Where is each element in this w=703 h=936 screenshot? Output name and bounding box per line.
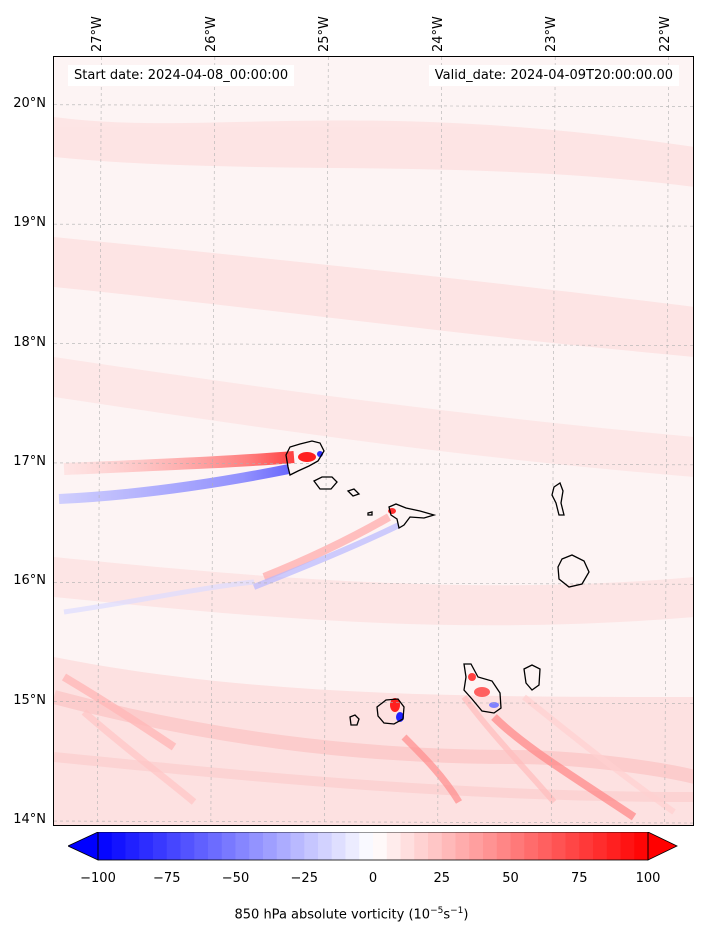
colorbar-cell xyxy=(359,832,374,860)
latitude-tick: 17°N xyxy=(13,453,46,469)
latitude-tick: 15°N xyxy=(13,692,46,708)
latitude-tick: 16°N xyxy=(13,573,46,589)
colorbar-cell xyxy=(304,832,319,860)
colorbar xyxy=(68,832,678,861)
colorbar-cell xyxy=(345,832,360,860)
background-bands xyxy=(54,117,693,825)
meridian-line xyxy=(550,57,556,825)
colorbar-cell xyxy=(111,832,126,860)
colorbar-cell xyxy=(441,832,456,860)
colorbar-cell xyxy=(194,832,209,860)
longitude-tick: 24°W xyxy=(430,16,446,52)
colorbar-cell xyxy=(263,832,278,860)
vorticity-field xyxy=(54,57,693,825)
island-santo-antao xyxy=(285,440,325,476)
colorbar-cell xyxy=(483,832,498,860)
colorbar-cell xyxy=(290,832,305,860)
parallel-line xyxy=(54,581,693,585)
colorbar-cell xyxy=(235,832,250,860)
colorbar-cell xyxy=(276,832,291,860)
parallel-line xyxy=(54,343,693,346)
colorbar-tick: −50 xyxy=(221,871,250,886)
colorbar-label: 850 hPa absolute vorticity (10−5s−1) xyxy=(234,906,469,923)
parallel-line xyxy=(54,104,693,108)
parallel-line xyxy=(54,462,693,466)
colorbar-cell xyxy=(593,832,608,860)
valid-date-label: Valid_date: 2024-04-09T20:00:00.00 xyxy=(428,65,679,86)
colorbar-cell xyxy=(510,832,525,860)
colorbar-cell xyxy=(606,832,621,860)
colorbar-tick: −100 xyxy=(80,871,116,886)
island-maio xyxy=(523,664,541,691)
colorbar-tick: −75 xyxy=(153,871,181,886)
longitude-tick: 27°W xyxy=(90,16,106,52)
colorbar-tick: −25 xyxy=(290,871,318,886)
meridian-line xyxy=(437,57,443,825)
start-date-label: Start date: 2024-04-08_00:00:00 xyxy=(68,65,295,86)
island-fogo xyxy=(376,698,405,725)
colorbar-cell xyxy=(208,832,223,860)
colorbar-cell xyxy=(428,832,443,860)
meridian-line xyxy=(323,57,329,825)
island-santiago xyxy=(463,663,502,714)
colorbar-cell xyxy=(221,832,236,860)
meridian-line xyxy=(97,57,102,825)
island-raso xyxy=(367,511,373,516)
gridlines xyxy=(54,57,693,825)
colorbar-cell xyxy=(579,832,594,860)
colorbar-cell xyxy=(551,832,566,860)
map-panel: Start date: 2024-04-08_00:00:00 Valid_da… xyxy=(53,56,694,826)
island-boa-vista xyxy=(557,554,590,588)
colorbar-cell xyxy=(373,832,388,860)
colorbar-cell xyxy=(180,832,195,860)
colorbar-tick: 100 xyxy=(635,871,661,886)
colorbar-cell xyxy=(400,832,415,860)
colorbar-cell xyxy=(414,832,429,860)
latitude-tick: 14°N xyxy=(13,812,46,828)
colorbar-cell xyxy=(98,832,113,860)
colorbar-cell xyxy=(634,832,649,860)
colorbar-cell xyxy=(318,832,333,860)
island-outlines xyxy=(285,440,590,726)
longitude-tick: 25°W xyxy=(317,16,333,52)
colorbar-cell xyxy=(565,832,580,860)
colorbar-cell xyxy=(249,832,264,860)
colorbar-cell xyxy=(496,832,511,860)
colorbar-cell xyxy=(524,832,539,860)
longitude-tick: 22°W xyxy=(657,16,673,52)
vorticity-streaks xyxy=(58,451,676,821)
colorbar-tick: 25 xyxy=(433,871,451,886)
colorbar-cell xyxy=(620,832,635,860)
island-sao-vicente xyxy=(313,476,338,490)
colorbar-cell xyxy=(538,832,553,860)
colorbar-cell xyxy=(166,832,181,860)
colorbar-max-arrow xyxy=(647,832,678,861)
colorbar-tick: 75 xyxy=(570,871,588,886)
colorbar-tick: 0 xyxy=(368,871,378,886)
latitude-tick: 20°N xyxy=(13,95,46,111)
island-brava xyxy=(349,714,360,726)
island-santa-luzia xyxy=(346,488,361,497)
colorbar-cell xyxy=(139,832,154,860)
colorbar-cell xyxy=(125,832,140,860)
island-sal xyxy=(551,482,565,516)
meridian-line xyxy=(210,57,216,825)
parallel-line xyxy=(54,820,693,824)
colorbar-cell xyxy=(153,832,168,860)
colorbar-cell xyxy=(469,832,484,860)
latitude-tick: 18°N xyxy=(13,334,46,350)
latitude-tick: 19°N xyxy=(13,215,46,231)
colorbar-tick: 50 xyxy=(502,871,519,886)
colorbar-cell xyxy=(455,832,470,860)
colorbar-cell xyxy=(386,832,401,860)
island-sao-nicolau xyxy=(388,503,437,530)
parallel-line xyxy=(54,223,693,227)
colorbar-min-arrow xyxy=(68,832,99,861)
longitude-tick: 23°W xyxy=(544,16,560,52)
meridian-line xyxy=(664,57,669,825)
colorbar-cell xyxy=(331,832,346,860)
longitude-tick: 26°W xyxy=(203,16,219,52)
parallel-line xyxy=(54,701,693,704)
